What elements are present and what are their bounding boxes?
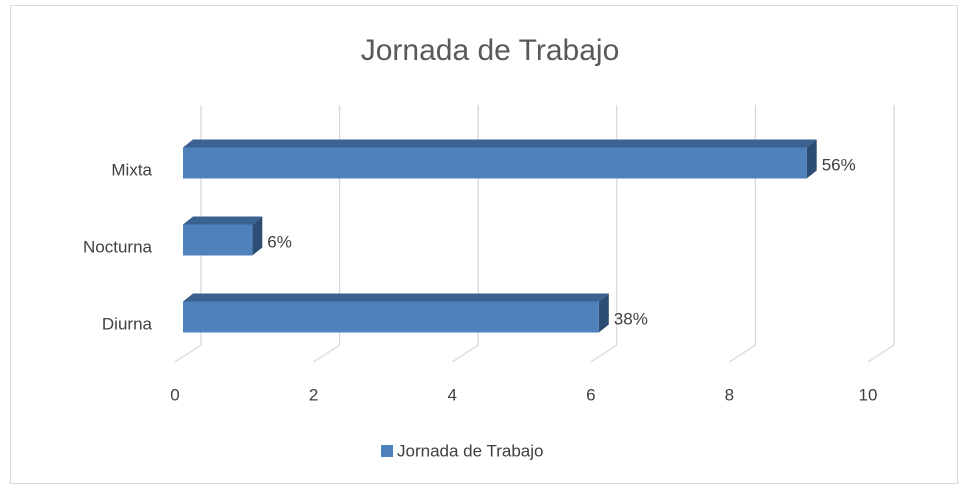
data-label: 56%: [822, 155, 856, 174]
y-tick-label: Nocturna: [83, 237, 153, 256]
grid-line: [313, 105, 341, 363]
y-tick-label: Mixta: [111, 160, 152, 179]
bar: [183, 301, 599, 333]
chart-title: Jornada de Trabajo: [361, 34, 620, 67]
bar: [183, 224, 253, 256]
x-tick-label: 0: [170, 385, 179, 404]
bar-top: [183, 216, 263, 225]
grid-line: [590, 105, 618, 363]
x-tick-label: 8: [725, 385, 734, 404]
bar-side: [806, 139, 817, 179]
bar-side: [598, 293, 609, 333]
bar-top: [183, 139, 817, 148]
bar: [183, 147, 807, 179]
chart-border: [10, 5, 958, 484]
bar-top: [183, 293, 609, 302]
x-tick-label: 6: [586, 385, 595, 404]
legend-swatch: [381, 445, 393, 457]
grid-line: [174, 105, 202, 363]
grid-line: [729, 105, 757, 363]
x-tick-label: 4: [447, 385, 456, 404]
data-label: 6%: [267, 232, 292, 251]
grid-line: [451, 105, 479, 363]
x-tick-label: 2: [309, 385, 318, 404]
legend-label: Jornada de Trabajo: [397, 441, 544, 460]
y-tick-label: Diurna: [102, 314, 153, 333]
grid-line: [867, 105, 895, 363]
bar-side: [252, 216, 263, 256]
data-label: 38%: [614, 309, 648, 328]
x-tick-label: 10: [859, 385, 878, 404]
